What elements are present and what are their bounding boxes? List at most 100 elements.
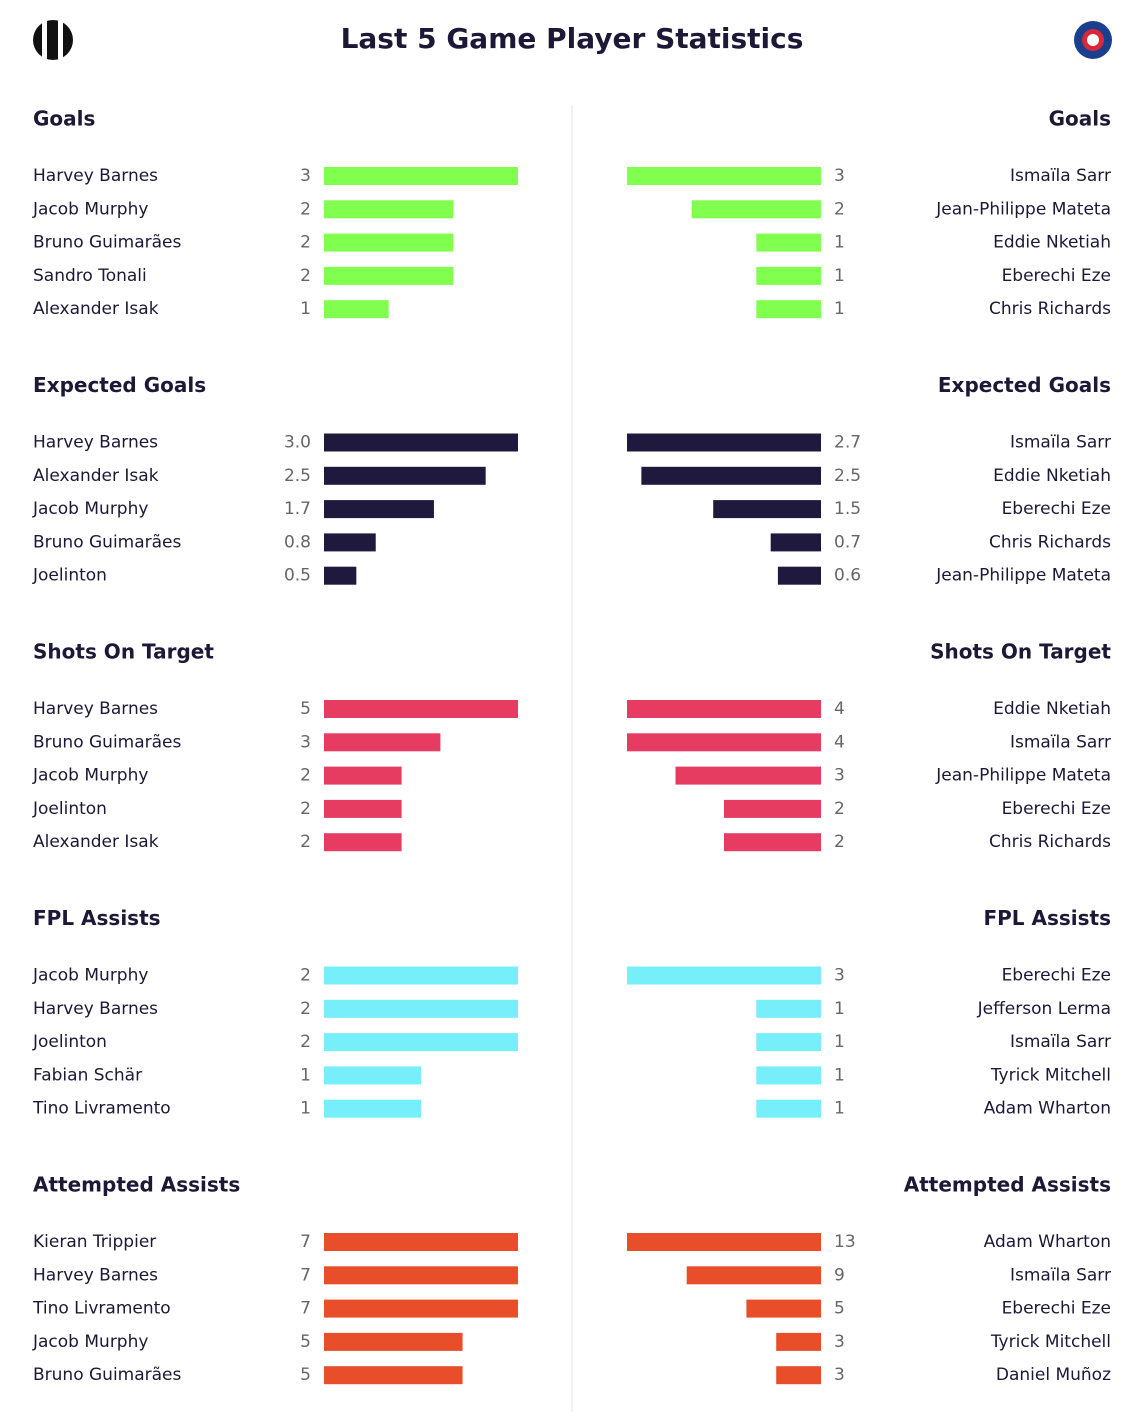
- bar: [691, 200, 821, 219]
- player-name: Tyrick Mitchell: [990, 1332, 1111, 1352]
- bar: [324, 200, 454, 219]
- stat-value: 1: [834, 1032, 845, 1052]
- bar: [776, 1366, 821, 1385]
- bar: [324, 1332, 463, 1351]
- stat-value: 9: [834, 1265, 845, 1285]
- stat-value: 3.0: [284, 433, 311, 453]
- player-name: Jacob Murphy: [32, 1332, 148, 1352]
- player-name: Tino Livramento: [32, 1099, 171, 1119]
- stat-value: 5: [300, 1332, 311, 1352]
- section-title: Expected Goals: [938, 373, 1111, 397]
- player-name: Jean-Philippe Mateta: [935, 766, 1111, 786]
- stat-value: 3: [834, 1365, 845, 1385]
- stat-value: 1: [300, 1099, 311, 1119]
- player-name: Jean-Philippe Mateta: [935, 199, 1111, 219]
- player-name: Ismaïla Sarr: [1010, 433, 1111, 453]
- stat-value: 2: [300, 266, 311, 286]
- player-name: Tino Livramento: [32, 1299, 171, 1319]
- player-name: Harvey Barnes: [33, 699, 158, 719]
- bar: [627, 733, 821, 752]
- bar: [324, 533, 376, 552]
- section-title: Expected Goals: [33, 373, 206, 397]
- bar: [324, 300, 389, 319]
- player-name: Harvey Barnes: [33, 1265, 158, 1285]
- player-name: Chris Richards: [989, 832, 1111, 852]
- player-name: Ismaïla Sarr: [1010, 732, 1111, 752]
- player-name: Alexander Isak: [33, 466, 159, 486]
- bar: [324, 500, 434, 519]
- stat-value: 2: [300, 832, 311, 852]
- bar: [324, 700, 518, 718]
- bar: [324, 999, 518, 1018]
- player-name: Jacob Murphy: [32, 499, 148, 519]
- section-title: Goals: [1049, 107, 1111, 131]
- player-name: Alexander Isak: [33, 299, 159, 319]
- player-name: Eberechi Eze: [1002, 1299, 1111, 1319]
- stat-value: 2.7: [834, 433, 861, 453]
- player-name: Eberechi Eze: [1002, 266, 1111, 286]
- player-name: Eberechi Eze: [1002, 499, 1111, 519]
- bar: [324, 1266, 518, 1285]
- bar: [675, 766, 821, 785]
- player-name: Bruno Guimarães: [33, 532, 182, 552]
- player-name: Bruno Guimarães: [33, 1365, 182, 1385]
- player-name: Jefferson Lerma: [977, 999, 1111, 1019]
- bar: [324, 167, 518, 185]
- bar: [627, 966, 821, 985]
- bar: [627, 167, 821, 185]
- player-name: Harvey Barnes: [33, 999, 158, 1019]
- away-crest: [1074, 21, 1112, 59]
- player-name: Ismaïla Sarr: [1010, 166, 1111, 186]
- stat-value: 1: [300, 299, 311, 319]
- stat-value: 3: [834, 966, 845, 986]
- bar: [724, 799, 821, 818]
- home-crest: [33, 20, 73, 60]
- bar: [627, 1233, 821, 1251]
- stat-value: 5: [834, 1299, 845, 1319]
- bar: [770, 533, 821, 552]
- player-name: Joelinton: [32, 566, 107, 586]
- player-name: Tyrick Mitchell: [990, 1065, 1111, 1085]
- player-name: Eberechi Eze: [1002, 799, 1111, 819]
- bar: [756, 999, 821, 1018]
- bar: [324, 566, 357, 585]
- stat-value: 1: [834, 266, 845, 286]
- player-name: Harvey Barnes: [33, 433, 158, 453]
- stat-value: 2: [834, 799, 845, 819]
- stat-value: 2: [834, 199, 845, 219]
- stat-value: 2: [300, 199, 311, 219]
- player-name: Ismaïla Sarr: [1010, 1032, 1111, 1052]
- bar: [324, 1099, 421, 1118]
- section-title: Shots On Target: [930, 640, 1111, 664]
- stat-value: 2: [300, 799, 311, 819]
- section-title: Shots On Target: [33, 640, 214, 664]
- bar: [324, 1066, 421, 1085]
- player-name: Ismaïla Sarr: [1010, 1265, 1111, 1285]
- stat-value: 1.7: [284, 499, 311, 519]
- bar: [756, 300, 821, 319]
- bar: [686, 1266, 821, 1285]
- stat-value: 1: [834, 233, 845, 253]
- section-title: Attempted Assists: [904, 1173, 1111, 1197]
- stat-value: 0.8: [284, 532, 311, 552]
- stat-value: 1: [834, 299, 845, 319]
- section-title: Goals: [33, 107, 95, 131]
- bar: [756, 266, 821, 285]
- player-name: Joelinton: [32, 1032, 107, 1052]
- stat-value: 13: [834, 1232, 856, 1252]
- player-name: Daniel Muñoz: [996, 1365, 1111, 1385]
- section-title: FPL Assists: [983, 906, 1111, 930]
- player-name: Bruno Guimarães: [33, 233, 182, 253]
- stat-value: 2: [834, 832, 845, 852]
- stat-value: 2: [300, 233, 311, 253]
- player-name: Bruno Guimarães: [33, 732, 182, 752]
- stat-value: 4: [834, 732, 845, 752]
- bar: [756, 233, 821, 252]
- section-title: Attempted Assists: [33, 1173, 240, 1197]
- player-name: Alexander Isak: [33, 832, 159, 852]
- bar: [627, 700, 821, 718]
- bar: [713, 500, 821, 519]
- stat-value: 3: [834, 766, 845, 786]
- player-name: Jacob Murphy: [32, 199, 148, 219]
